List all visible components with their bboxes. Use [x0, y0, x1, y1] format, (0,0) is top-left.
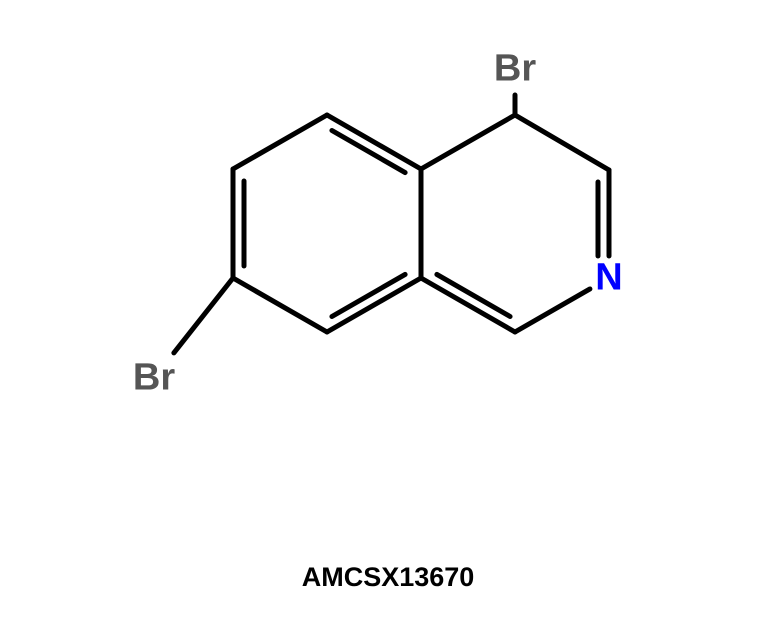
atom-label-br-bottom: Br: [133, 357, 175, 400]
molecule-diagram: N Br Br AMCSX13670: [0, 0, 776, 630]
atom-label-br-top: Br: [494, 48, 536, 91]
compound-id-caption: AMCSX13670: [302, 562, 475, 593]
atom-label-n: N: [595, 257, 622, 300]
bond-layer: [0, 0, 776, 630]
